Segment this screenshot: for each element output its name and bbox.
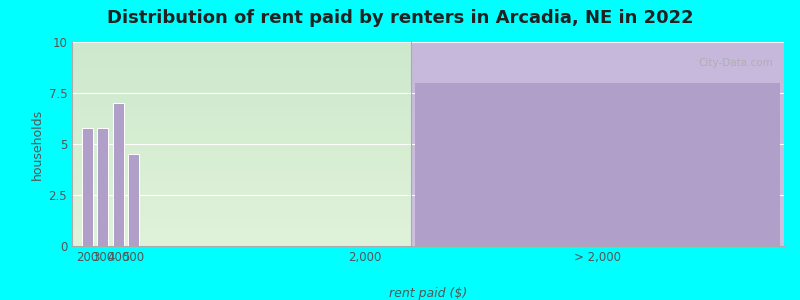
Y-axis label: households: households	[31, 108, 44, 180]
Bar	[414, 83, 780, 246]
Text: Distribution of rent paid by renters in Arcadia, NE in 2022: Distribution of rent paid by renters in …	[106, 9, 694, 27]
Bar	[128, 154, 139, 246]
Bar	[82, 128, 93, 246]
Bar	[98, 128, 108, 246]
Text: City-Data.com: City-Data.com	[698, 58, 773, 68]
Text: rent paid ($): rent paid ($)	[389, 287, 467, 300]
Bar	[113, 103, 124, 246]
